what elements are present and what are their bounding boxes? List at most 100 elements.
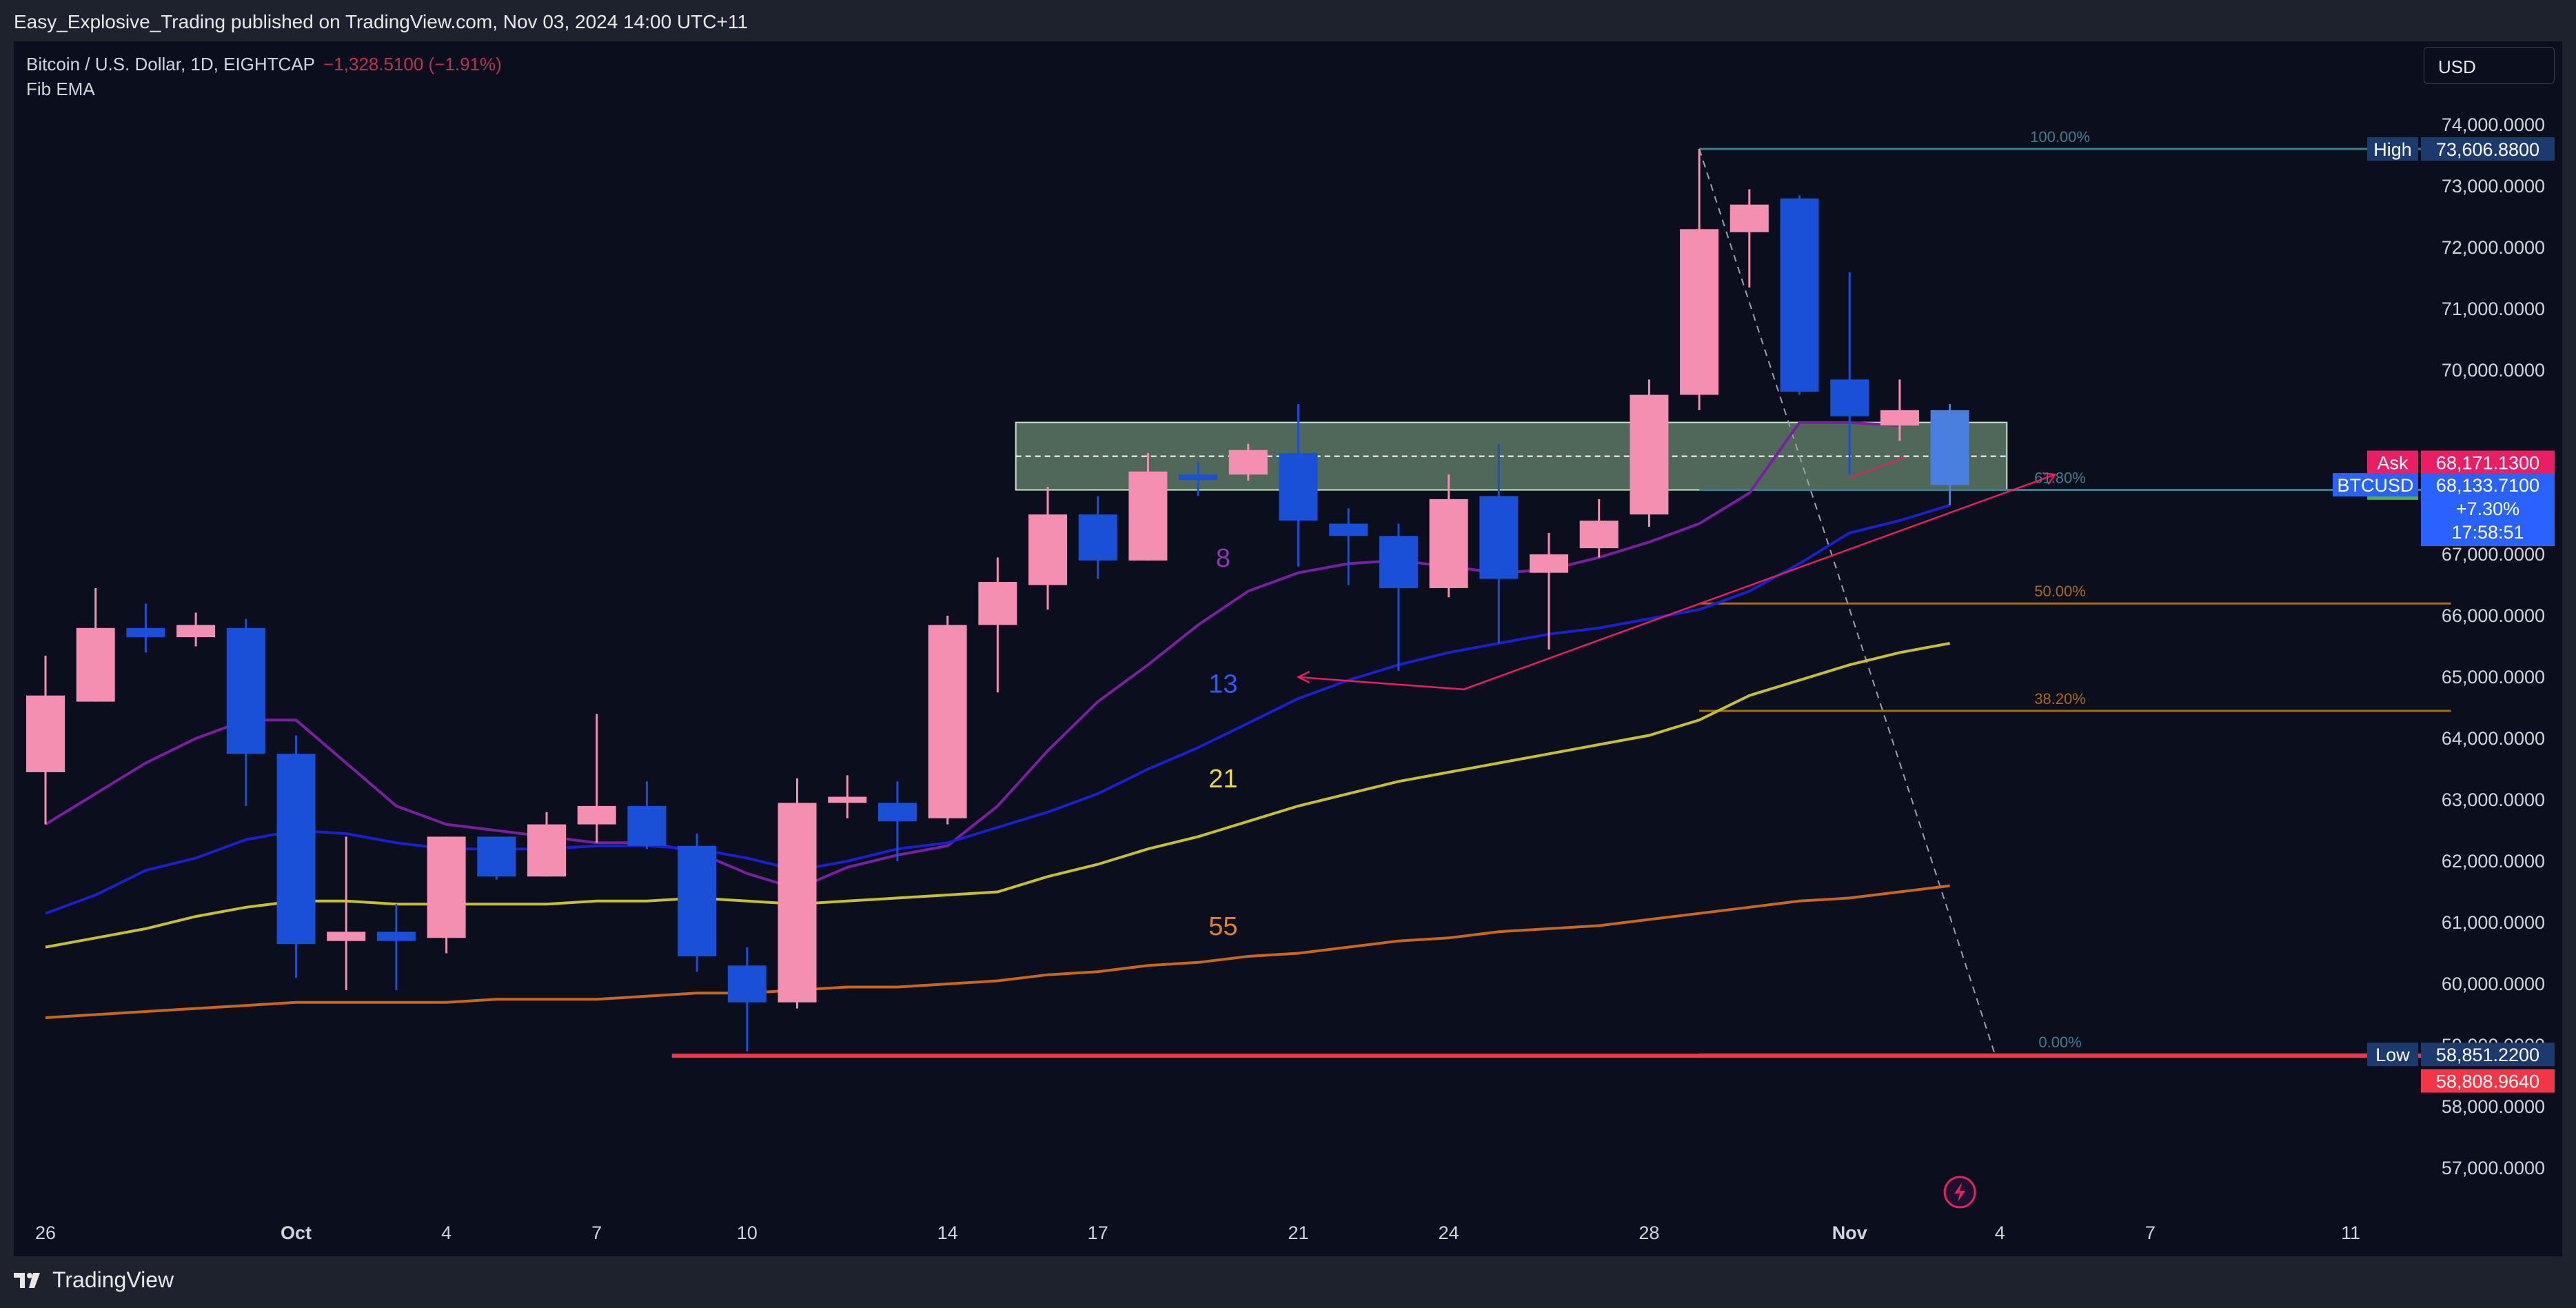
candle-body[interactable] xyxy=(76,627,115,702)
candle-body[interactable] xyxy=(226,627,265,754)
candle-body[interactable] xyxy=(1479,496,1519,579)
ask-price-value: 68,171.1300 xyxy=(2436,453,2539,474)
ema-55-line[interactable] xyxy=(45,884,1950,1019)
y-tick-label: 61,000.0000 xyxy=(2442,912,2545,933)
y-tick-label: 63,000.0000 xyxy=(2442,789,2545,810)
y-tick-label: 60,000.0000 xyxy=(2442,974,2545,994)
candle-body[interactable] xyxy=(928,625,967,818)
y-tick-label: 66,000.0000 xyxy=(2442,605,2545,626)
candle-body[interactable] xyxy=(1379,536,1418,588)
candle-body[interactable] xyxy=(1530,554,1568,573)
low-tag-label: Low xyxy=(2375,1045,2410,1065)
candle-body[interactable] xyxy=(1880,410,1919,426)
y-tick-label: 64,000.0000 xyxy=(2442,728,2545,749)
candle-body[interactable] xyxy=(477,836,516,877)
candle-body[interactable] xyxy=(678,845,717,956)
candle-body[interactable] xyxy=(1680,229,1719,395)
trend-arrow-right xyxy=(2042,472,2057,485)
x-tick-label: 10 xyxy=(737,1223,758,1243)
candle-body[interactable] xyxy=(1730,204,1769,232)
ema-8-line[interactable] xyxy=(44,421,1900,891)
trend-arrow-left xyxy=(1296,670,1310,684)
ema-55-label: 55 xyxy=(1208,912,1237,941)
low-red-price-badge xyxy=(2421,1069,2555,1093)
current-price-value: 68,133.7100 xyxy=(2436,475,2539,496)
y-tick-label: 65,000.0000 xyxy=(2442,667,2545,687)
candle-body[interactable] xyxy=(1329,523,1368,536)
candle-body[interactable] xyxy=(1630,394,1669,515)
candle-body[interactable] xyxy=(627,805,667,846)
x-tick-label: 7 xyxy=(591,1223,602,1243)
trend-line[interactable] xyxy=(1298,474,2056,691)
y-tick-label: 70,000.0000 xyxy=(2442,360,2545,381)
candle-body[interactable] xyxy=(1179,474,1218,481)
ema-21-line[interactable] xyxy=(45,642,1950,949)
candle-body[interactable] xyxy=(427,836,466,938)
tradingview-logo-icon xyxy=(14,1272,40,1288)
candle-body[interactable] xyxy=(1078,514,1117,561)
candle-body[interactable] xyxy=(126,627,165,638)
candle-body[interactable] xyxy=(1028,514,1067,585)
candle-body[interactable] xyxy=(1780,198,1819,392)
x-tick-label: Oct xyxy=(281,1223,312,1243)
high-tag xyxy=(2367,137,2418,161)
candle-body[interactable] xyxy=(778,803,817,1003)
candle-body[interactable] xyxy=(327,932,366,941)
candle-body[interactable] xyxy=(1930,410,1969,485)
ema-13-line[interactable] xyxy=(45,503,1951,915)
tradingview-logo[interactable]: TradingView xyxy=(14,1267,174,1293)
low-tag xyxy=(2367,1043,2418,1067)
candle-body[interactable] xyxy=(1228,450,1268,475)
lightning-bolt xyxy=(1954,1183,1966,1202)
x-tick-label: 4 xyxy=(1995,1223,2005,1243)
x-tick-label: 4 xyxy=(441,1223,452,1243)
candle-body[interactable] xyxy=(1429,499,1468,588)
candle-body[interactable] xyxy=(828,796,867,803)
fib-level-label: 100.00% xyxy=(2030,128,2090,145)
candle-body[interactable] xyxy=(1579,521,1619,549)
candle-body[interactable] xyxy=(878,803,917,822)
candle-body[interactable] xyxy=(1128,471,1168,561)
candle-body[interactable] xyxy=(1830,379,1869,416)
candle-body[interactable] xyxy=(26,695,65,772)
candle-body[interactable] xyxy=(978,582,1017,625)
symbol-tag-label: BTCUSD xyxy=(2337,475,2413,496)
ask-price-badge xyxy=(2421,450,2555,474)
footer-bar xyxy=(0,1256,2576,1308)
y-tick-label: 62,000.0000 xyxy=(2442,851,2545,872)
high-tag-label: High xyxy=(2373,139,2412,160)
x-tick-label: 11 xyxy=(2341,1223,2360,1243)
high-price-value: 73,606.8800 xyxy=(2436,139,2539,160)
indicator-legend[interactable]: Fib EMA xyxy=(26,79,95,99)
small-arrow xyxy=(1849,456,1905,479)
x-tick-label: 24 xyxy=(1439,1223,1459,1243)
x-tick-label: 26 xyxy=(35,1223,56,1243)
candle-body[interactable] xyxy=(176,625,216,638)
y-tick-label: 74,000.0000 xyxy=(2442,114,2545,135)
candle-body[interactable] xyxy=(577,805,616,825)
bar-countdown: 17:58:51 xyxy=(2451,522,2524,543)
y-tick-label: 73,000.0000 xyxy=(2442,176,2545,197)
candle-body[interactable] xyxy=(527,824,566,877)
publish-info-bar: Easy_Explosive_Trading published on Trad… xyxy=(0,0,2576,43)
publisher-line: Easy_Explosive_Trading published on Trad… xyxy=(14,11,748,32)
currency-button[interactable]: USD xyxy=(2424,47,2555,84)
candle-body[interactable] xyxy=(727,965,767,1003)
x-tick-label: 7 xyxy=(2145,1223,2156,1243)
ema-21-label: 21 xyxy=(1208,765,1237,794)
brand-name: TradingView xyxy=(52,1267,174,1292)
candle-body[interactable] xyxy=(276,754,316,945)
low-red-price-value: 58,808.9640 xyxy=(2436,1071,2539,1092)
candle-body[interactable] xyxy=(376,932,416,941)
fib-trend-line[interactable] xyxy=(1698,148,1996,1055)
y-tick-label: 72,000.0000 xyxy=(2442,237,2545,258)
x-tick-label: 28 xyxy=(1639,1223,1659,1243)
candle-body[interactable] xyxy=(1279,453,1318,521)
fib-level-label: 50.00% xyxy=(2034,583,2086,600)
symbol-legend: Bitcoin / U.S. Dollar, 1D, EIGHTCAP −1,32… xyxy=(26,54,502,75)
symbol-tag xyxy=(2333,473,2418,497)
y-tick-label: 58,000.0000 xyxy=(2442,1096,2545,1117)
fib-level-label: 0.00% xyxy=(2038,1034,2081,1051)
y-tick-label: 67,000.0000 xyxy=(2442,544,2545,565)
